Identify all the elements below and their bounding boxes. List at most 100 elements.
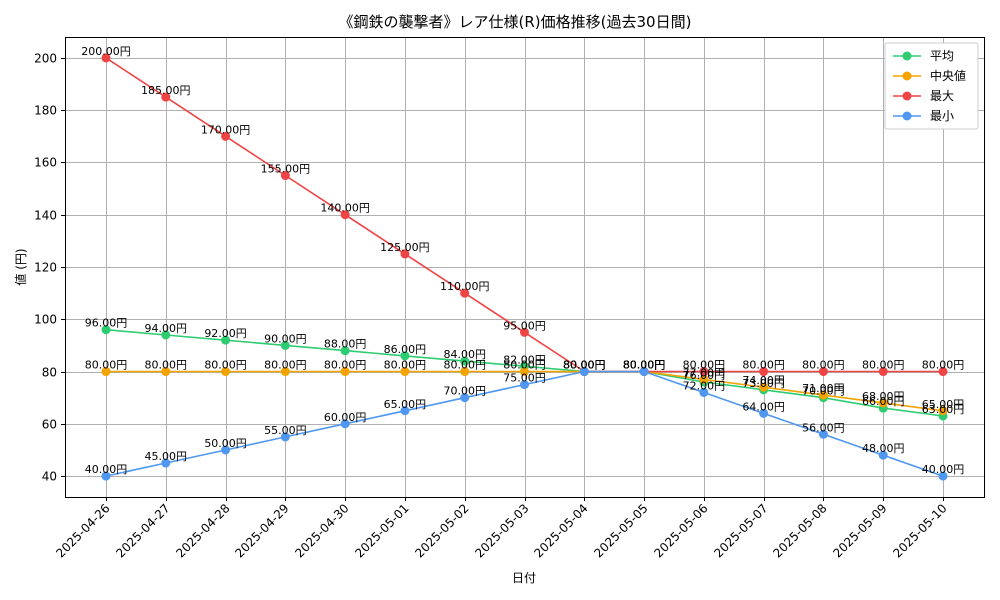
data-label: 64.00円 (742, 400, 785, 413)
data-label: 77.00円 (683, 366, 726, 379)
data-label: 40.00円 (922, 463, 965, 476)
data-label: 110.00円 (440, 280, 490, 293)
data-label: 75.00円 (503, 372, 546, 385)
data-label: 86.00円 (384, 343, 427, 356)
x-tick-label: 2025-05-03 (472, 501, 531, 560)
data-point (340, 367, 350, 377)
data-label: 80.00円 (683, 359, 726, 372)
data-label: 155.00円 (261, 163, 311, 176)
data-label: 80.00円 (324, 359, 367, 372)
data-label: 80.00円 (623, 359, 666, 372)
data-point (759, 367, 769, 377)
y-tick-label: 40 (42, 470, 57, 484)
data-point (161, 367, 171, 377)
legend-label: 中央値 (930, 68, 966, 83)
legend-label: 平均 (930, 49, 954, 63)
data-label: 185.00円 (141, 84, 191, 97)
data-label: 82.00円 (503, 353, 546, 366)
data-label: 80.00円 (563, 359, 606, 372)
data-point (759, 408, 769, 418)
data-point (460, 393, 470, 403)
data-label: 80.00円 (862, 359, 905, 372)
data-point (520, 367, 529, 377)
x-tick-label: 2025-05-08 (770, 501, 829, 560)
legend-marker (902, 71, 912, 81)
data-label: 125.00円 (380, 241, 430, 254)
data-label: 45.00円 (145, 450, 188, 463)
y-tick-label: 100 (34, 313, 57, 327)
data-point (818, 429, 828, 439)
data-label: 80.00円 (563, 359, 606, 372)
y-tick-label: 80 (42, 366, 57, 380)
data-label: 80.00円 (922, 359, 965, 372)
data-label: 48.00円 (862, 442, 905, 455)
data-label: 80.00円 (802, 359, 845, 372)
y-tick-label: 120 (34, 261, 57, 275)
data-label: 60.00円 (324, 411, 367, 424)
data-label: 90.00円 (264, 332, 307, 345)
series-layer (101, 53, 948, 481)
data-label: 92.00円 (204, 327, 247, 340)
x-tick-label: 2025-05-02 (412, 501, 471, 560)
data-label: 80.00円 (384, 359, 427, 372)
data-label: 40.00円 (85, 463, 128, 476)
data-point (101, 53, 111, 63)
data-point (221, 131, 231, 141)
data-point (878, 398, 888, 408)
data-label: 72.00円 (683, 379, 726, 392)
data-label: 68.00円 (862, 390, 905, 403)
data-point (280, 367, 290, 377)
data-point (699, 387, 709, 397)
data-point (280, 340, 290, 350)
data-point (699, 374, 709, 384)
y-tick-label: 160 (34, 156, 57, 170)
x-tick-label: 2025-05-04 (531, 501, 590, 560)
data-point (340, 419, 350, 429)
legend-marker (902, 111, 912, 121)
data-point (878, 450, 888, 460)
data-label: 94.00円 (145, 322, 188, 335)
data-label: 80.00円 (563, 359, 606, 372)
data-label: 170.00円 (201, 123, 251, 136)
x-tick-label: 2025-04-28 (173, 501, 232, 560)
y-tick-label: 140 (34, 209, 57, 223)
x-axis: 2025-04-26 2025-04-27 2025-04-28 2025-04-29… (53, 497, 950, 560)
data-point (818, 367, 828, 377)
data-point (161, 92, 171, 102)
data-point (340, 210, 350, 220)
data-point (699, 367, 709, 377)
data-point (460, 288, 470, 298)
data-label: 95.00円 (503, 319, 546, 332)
data-point (400, 351, 410, 361)
data-label: 65.00円 (922, 398, 965, 411)
data-point (221, 335, 231, 345)
data-point (639, 367, 649, 377)
data-label: 66.00円 (862, 395, 905, 408)
data-point (938, 406, 948, 416)
x-tick-label: 2025-05-05 (591, 501, 650, 560)
data-point (400, 367, 410, 377)
data-label: 96.00円 (85, 317, 128, 330)
y-tick-label: 180 (34, 104, 57, 118)
data-point (520, 380, 529, 390)
x-tick-label: 2025-04-29 (232, 501, 291, 560)
data-label: 80.00円 (145, 359, 188, 372)
x-axis-label: 日付 (512, 571, 536, 585)
data-label: 80.00円 (623, 359, 666, 372)
legend-marker (902, 91, 912, 101)
data-label: 80.00円 (204, 359, 247, 372)
y-tick-label: 60 (42, 418, 57, 432)
data-label: 63.00円 (922, 403, 965, 416)
data-point (101, 367, 111, 377)
data-point (221, 367, 231, 377)
data-point (520, 327, 529, 337)
data-label: 80.00円 (443, 359, 486, 372)
data-label: 76.00円 (683, 369, 726, 382)
data-label: 80.00円 (85, 359, 128, 372)
chart-title: 《鋼鉄の襲撃者》レア仕様(R)価格推移(過去30日間) (339, 13, 692, 31)
data-label: 80.00円 (623, 359, 666, 372)
x-tick-label: 2025-05-01 (352, 501, 411, 560)
data-point (400, 249, 410, 259)
legend-label: 最小 (930, 109, 954, 123)
